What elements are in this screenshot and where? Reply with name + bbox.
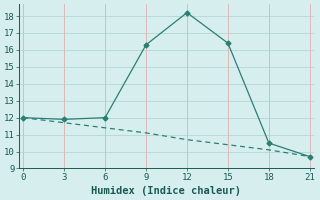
X-axis label: Humidex (Indice chaleur): Humidex (Indice chaleur) <box>92 186 242 196</box>
